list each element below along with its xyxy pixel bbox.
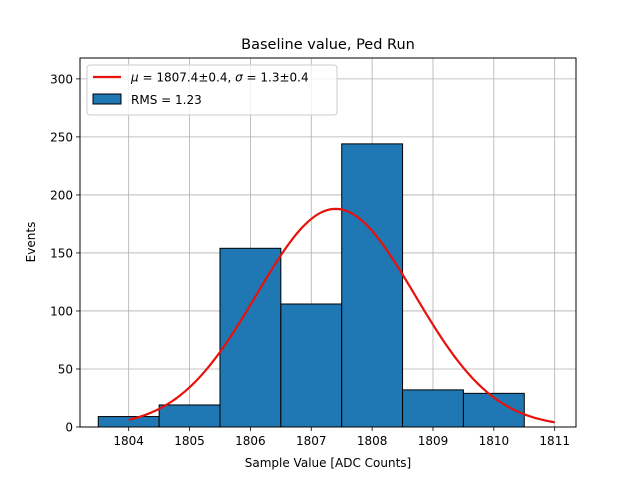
- legend-fit-label: μ = 1807.4±0.4, σ = 1.3±0.4: [130, 71, 309, 85]
- legend-rms-label: RMS = 1.23: [131, 93, 202, 107]
- y-tick-label: 0: [65, 421, 73, 435]
- legend-sigma-symbol: σ: [235, 71, 243, 85]
- legend-mu-symbol: μ: [130, 71, 139, 85]
- y-tick-label: 300: [50, 72, 73, 86]
- legend-box: [86, 64, 338, 116]
- gaussian-fit: [128, 207, 555, 424]
- x-tick-label: 1804: [113, 434, 144, 448]
- x-tick-label: 1806: [235, 434, 266, 448]
- y-tick-label: 150: [50, 246, 73, 260]
- axis-ticks: 1804 1805 1806 1807 1808 1809 1810 1811 0 50 100 15…: [50, 72, 570, 448]
- legend-mu-value: = 1807.4±0.4,: [139, 71, 235, 85]
- x-tick-label: 1809: [418, 434, 449, 448]
- x-axis-label: Sample Value [ADC Counts]: [245, 456, 411, 470]
- histogram-bar: [280, 303, 343, 428]
- x-tick-label: 1810: [479, 434, 510, 448]
- fit-curve: [128, 207, 555, 424]
- y-tick-label: 100: [50, 304, 73, 318]
- plot-frame: [79, 57, 577, 428]
- chart-title: Baseline value, Ped Run: [241, 37, 415, 53]
- legend-sigma-value: = 1.3±0.4: [243, 71, 309, 85]
- legend: μ = 1807.4±0.4, σ = 1.3±0.4 RMS = 1.23: [86, 64, 338, 116]
- x-tick-label: 1811: [539, 434, 570, 448]
- y-tick-label: 50: [58, 362, 73, 376]
- x-tick-label: 1805: [174, 434, 205, 448]
- y-tick-label: 200: [50, 188, 73, 202]
- x-tick-label: 1808: [357, 434, 388, 448]
- histogram-bar: [341, 143, 404, 428]
- x-tick-label: 1807: [296, 434, 327, 448]
- y-axis-label: Events: [24, 222, 38, 263]
- legend-bar-swatch: [92, 93, 122, 105]
- histogram-bar: [97, 416, 160, 428]
- histogram-bar: [402, 389, 464, 428]
- histogram-bar: [158, 404, 221, 428]
- y-tick-label: 250: [50, 130, 73, 144]
